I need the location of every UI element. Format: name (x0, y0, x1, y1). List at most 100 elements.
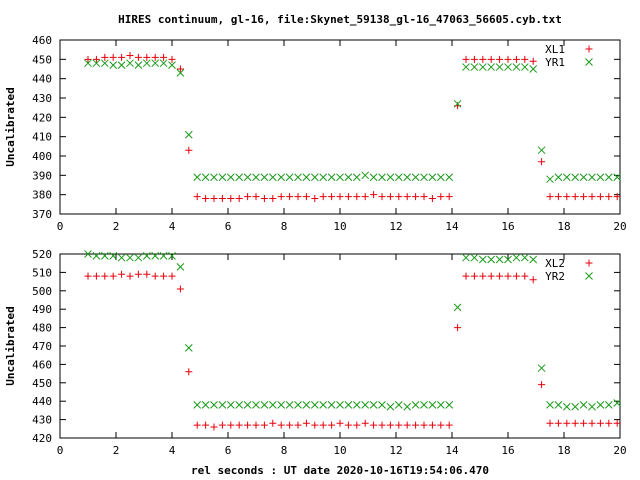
data-point (218, 401, 227, 409)
data-point (445, 421, 453, 429)
data-point (126, 51, 134, 59)
data-point (285, 173, 294, 182)
data-point (227, 195, 235, 203)
data-point (294, 401, 302, 409)
data-point (202, 195, 210, 203)
data-point (604, 173, 613, 182)
data-point (370, 191, 378, 199)
data-point (378, 421, 386, 429)
data-point (294, 173, 302, 182)
data-point (118, 53, 126, 61)
data-point (109, 53, 117, 61)
data-point (185, 146, 193, 154)
data-point (596, 193, 604, 201)
data-point (134, 53, 142, 61)
data-point (142, 251, 151, 260)
data-point (445, 193, 453, 201)
data-point (604, 401, 613, 409)
data-point (151, 251, 160, 260)
data-point (92, 272, 100, 280)
data-point (260, 401, 269, 409)
data-point (378, 193, 386, 201)
data-point (588, 173, 596, 182)
data-point (235, 173, 244, 182)
x-tick-label: 6 (225, 220, 232, 233)
data-point (596, 173, 605, 182)
data-point (134, 270, 142, 278)
data-point (218, 421, 226, 429)
data-point (151, 53, 159, 61)
data-point (126, 59, 134, 68)
data-point (504, 63, 512, 71)
data-point (504, 272, 512, 280)
data-point (361, 193, 369, 201)
data-point (369, 401, 378, 409)
data-point (470, 55, 478, 63)
y-tick-label: 420 (32, 432, 52, 445)
data-point (436, 173, 445, 182)
x-tick-label: 20 (613, 220, 626, 233)
y-axis-label: Uncalibrated (4, 306, 17, 385)
data-point (403, 402, 412, 411)
data-point (109, 251, 118, 260)
data-point (361, 419, 369, 427)
data-point (302, 193, 310, 201)
y-tick-label: 460 (32, 358, 52, 371)
x-tick-label: 0 (57, 444, 64, 457)
data-point (563, 193, 571, 201)
data-point (286, 193, 294, 201)
data-point (512, 55, 520, 63)
data-point (319, 421, 327, 429)
data-point (185, 368, 193, 376)
data-point (336, 173, 344, 182)
data-point (370, 421, 378, 429)
data-point (193, 173, 202, 182)
data-point (428, 421, 436, 429)
data-point (580, 419, 588, 427)
data-point (412, 421, 420, 429)
data-point (210, 423, 218, 431)
data-point (210, 401, 218, 409)
y-tick-label: 430 (32, 92, 52, 105)
data-point (193, 193, 201, 201)
data-point (462, 272, 470, 280)
data-point (269, 195, 277, 203)
data-point (352, 401, 361, 409)
data-point (202, 421, 210, 429)
data-point (134, 61, 143, 69)
y-tick-label: 450 (32, 377, 52, 390)
series-yr1 (84, 59, 622, 184)
data-point (453, 303, 462, 312)
data-point (193, 421, 201, 429)
data-point (160, 272, 168, 280)
data-point (302, 419, 310, 427)
data-point (336, 193, 344, 201)
data-point (487, 63, 496, 71)
data-point (445, 173, 454, 182)
data-point (411, 401, 420, 409)
x-tick-label: 20 (613, 444, 626, 457)
data-point (596, 401, 605, 409)
data-point (521, 272, 529, 280)
data-point (353, 421, 361, 429)
data-point (176, 263, 185, 271)
data-point (243, 173, 252, 182)
data-point (580, 193, 588, 201)
x-tick-label: 2 (113, 220, 120, 233)
data-point (579, 173, 588, 182)
data-point (395, 193, 403, 201)
data-point (554, 173, 563, 182)
data-point (269, 419, 277, 427)
data-point (613, 193, 621, 201)
legend-marker (585, 259, 593, 267)
x-tick-label: 8 (281, 220, 288, 233)
data-point (537, 364, 546, 372)
data-point (260, 421, 268, 429)
data-point (92, 251, 101, 260)
data-point (328, 193, 336, 201)
data-point (143, 53, 151, 61)
data-point (184, 343, 193, 352)
data-point (294, 421, 302, 429)
data-point (336, 401, 344, 409)
